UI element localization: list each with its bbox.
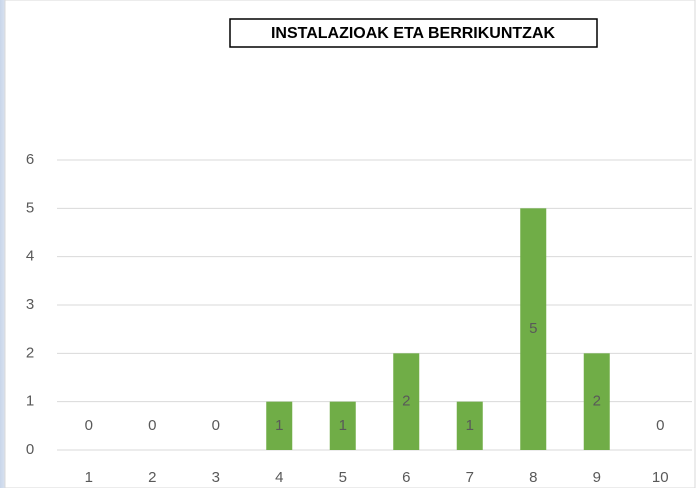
bar	[393, 353, 420, 450]
y-tick-label: 4	[26, 248, 34, 265]
data-label: 0	[656, 417, 664, 434]
data-label: 1	[466, 417, 474, 434]
x-tick-label: 4	[275, 469, 283, 486]
data-label: 2	[593, 393, 601, 410]
x-tick-label: 10	[652, 469, 669, 486]
bar	[520, 208, 547, 450]
x-tick-label: 1	[85, 469, 93, 486]
y-tick-label: 3	[26, 296, 34, 313]
x-tick-label: 8	[529, 469, 537, 486]
x-tick-label: 9	[593, 469, 601, 486]
y-tick-label: 0	[26, 441, 34, 458]
data-label: 2	[402, 393, 410, 410]
data-label: 0	[148, 417, 156, 434]
x-tick-label: 7	[466, 469, 474, 486]
data-label: 1	[339, 417, 347, 434]
y-tick-label: 2	[26, 344, 34, 361]
y-tick-label: 6	[26, 151, 34, 168]
data-label: 0	[85, 417, 93, 434]
bar	[456, 401, 483, 450]
bar	[329, 401, 356, 450]
x-tick-label: 2	[148, 469, 156, 486]
y-tick-label: 1	[26, 393, 34, 410]
data-label: 5	[529, 320, 537, 337]
x-tick-label: 6	[402, 469, 410, 486]
data-label: 1	[275, 417, 283, 434]
data-label: 0	[212, 417, 220, 434]
y-tick-label: 5	[26, 199, 34, 216]
bar	[266, 401, 293, 450]
bar	[583, 353, 610, 450]
title-box	[229, 18, 598, 48]
x-tick-label: 5	[339, 469, 347, 486]
x-tick-label: 3	[212, 469, 220, 486]
chart-title: INSTALAZIOAK ETA BERRIKUNTZAK	[271, 25, 556, 42]
